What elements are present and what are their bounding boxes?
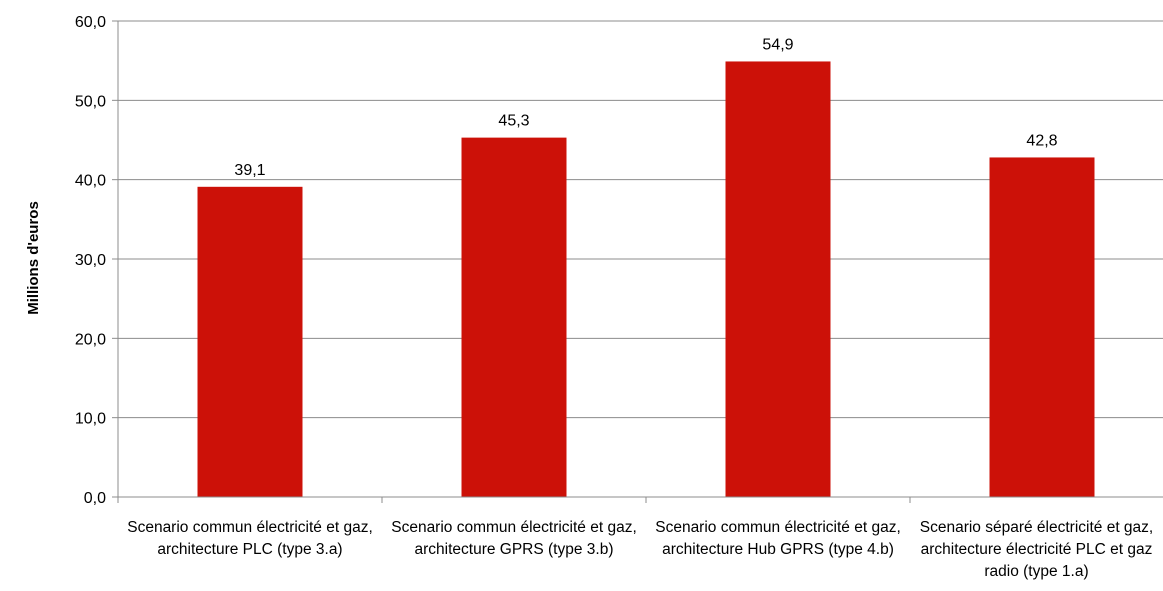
- y-tick-label: 50,0: [75, 93, 106, 110]
- y-tick-label: 0,0: [84, 490, 106, 507]
- bars: [197, 61, 1095, 498]
- x-category-label: Scenario séparé électricité et gaz, arch…: [919, 519, 1154, 580]
- bar: [725, 61, 831, 498]
- y-axis-ticks: 0,0 10,0 20,0 30,0 40,0 50,0 60,0: [75, 14, 118, 507]
- bar: [461, 137, 567, 497]
- data-labels: 39,1 45,3 54,9 42,8: [234, 36, 1057, 178]
- y-tick-label: 20,0: [75, 331, 106, 348]
- data-label: 54,9: [762, 36, 793, 53]
- data-label: 42,8: [1026, 132, 1057, 149]
- y-tick-label: 30,0: [75, 252, 106, 269]
- x-category-label: Scenario commun électricité et gaz, arch…: [655, 519, 901, 558]
- y-tick-label: 10,0: [75, 411, 106, 428]
- data-label: 39,1: [234, 162, 265, 179]
- axes: [117, 21, 1163, 503]
- y-axis-label: Millions d'euros: [25, 201, 42, 315]
- y-tick-label: 40,0: [75, 173, 106, 190]
- x-category-label: Scenario commun électricité et gaz, arch…: [127, 519, 373, 558]
- x-category-label: Scenario commun électricité et gaz, arch…: [391, 519, 637, 558]
- y-tick-label: 60,0: [75, 14, 106, 31]
- bar: [197, 186, 303, 497]
- bar: [989, 157, 1095, 497]
- data-label: 45,3: [498, 113, 529, 130]
